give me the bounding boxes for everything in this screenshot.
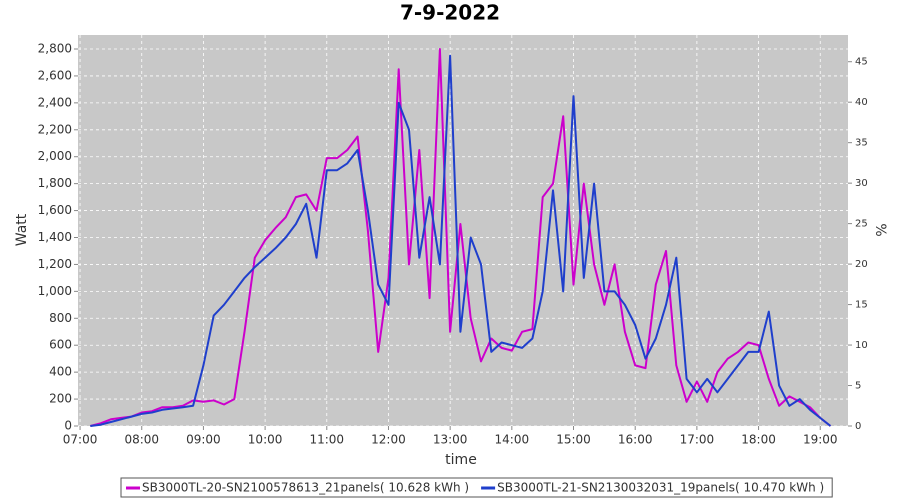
y-tick-label: 2,600 xyxy=(38,68,72,82)
y2-tick-label: 5 xyxy=(855,381,861,392)
x-tick-label: 19:00 xyxy=(803,433,838,447)
y-tick-label: 2,400 xyxy=(38,95,72,109)
x-axis-label: time xyxy=(445,452,477,468)
y-tick-label: 200 xyxy=(49,392,72,406)
chart-title: 7-9-2022 xyxy=(400,1,500,25)
legend: SB3000TL-20-SN2100578613_21panels( 10.62… xyxy=(120,477,833,498)
plot-area xyxy=(78,35,848,426)
x-tick-label: 08:00 xyxy=(124,433,159,447)
y-tick-label: 2,800 xyxy=(38,42,72,56)
y-tick-label: 1,200 xyxy=(38,257,72,271)
y-tick-label: 800 xyxy=(49,311,72,325)
y2-tick-label: 20 xyxy=(855,259,868,270)
x-tick-label: 07:00 xyxy=(63,433,98,447)
y2-tick-label: 15 xyxy=(855,300,868,311)
y-tick-label: 400 xyxy=(49,365,72,379)
y2-axis-label: % xyxy=(872,223,888,236)
x-tick-label: 10:00 xyxy=(248,433,283,447)
legend-label: SB3000TL-21-SN2130032031_19panels( 10.47… xyxy=(497,481,824,495)
y-tick-label: 0 xyxy=(64,419,72,433)
y2-tick-label: 40 xyxy=(855,97,868,108)
y-tick-label: 1,800 xyxy=(38,176,72,190)
y2-tick-label: 35 xyxy=(855,138,868,149)
x-tick-label: 16:00 xyxy=(618,433,653,447)
legend-label: SB3000TL-20-SN2100578613_21panels( 10.62… xyxy=(142,481,469,495)
x-tick-label: 18:00 xyxy=(741,433,776,447)
y2-tick-label: 45 xyxy=(855,57,868,68)
x-tick-label: 17:00 xyxy=(680,433,715,447)
y2-tick-label: 30 xyxy=(855,178,868,189)
x-tick-label: 15:00 xyxy=(556,433,591,447)
y-tick-label: 2,200 xyxy=(38,122,72,136)
x-tick-label: 09:00 xyxy=(186,433,221,447)
x-tick-label: 12:00 xyxy=(371,433,406,447)
y-tick-label: 600 xyxy=(49,338,72,352)
y-tick-label: 2,000 xyxy=(38,149,72,163)
y2-tick-label: 0 xyxy=(855,421,861,432)
y2-tick-label: 25 xyxy=(855,219,868,230)
x-tick-label: 14:00 xyxy=(495,433,530,447)
series-line xyxy=(90,54,832,427)
x-tick-label: 13:00 xyxy=(433,433,468,447)
y2-tick-label: 10 xyxy=(855,340,868,351)
legend-box xyxy=(120,477,833,498)
y-tick-label: 1,400 xyxy=(38,230,72,244)
y-tick-label: 1,600 xyxy=(38,203,72,217)
x-tick-label: 11:00 xyxy=(309,433,344,447)
series-line xyxy=(90,48,832,427)
y-tick-label: 1,000 xyxy=(38,284,72,298)
y-axis-label: Watt xyxy=(14,213,30,246)
